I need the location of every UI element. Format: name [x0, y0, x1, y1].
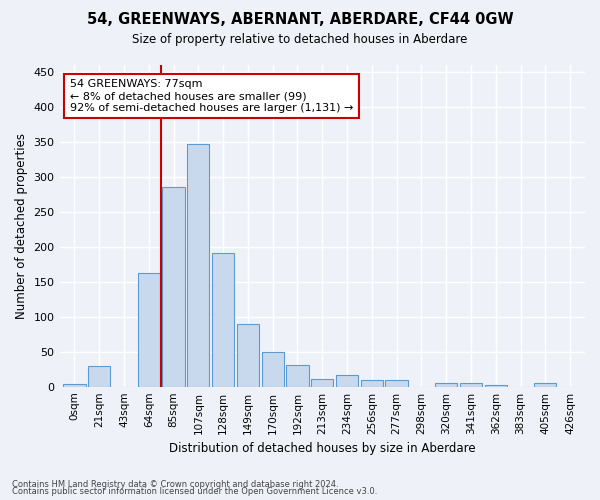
- Text: Size of property relative to detached houses in Aberdare: Size of property relative to detached ho…: [133, 32, 467, 46]
- Bar: [237, 324, 259, 386]
- X-axis label: Distribution of detached houses by size in Aberdare: Distribution of detached houses by size …: [169, 442, 476, 455]
- Text: 54, GREENWAYS, ABERNANT, ABERDARE, CF44 0GW: 54, GREENWAYS, ABERNANT, ABERDARE, CF44 …: [86, 12, 514, 28]
- Bar: [534, 383, 556, 386]
- Bar: [460, 383, 482, 386]
- Bar: [361, 380, 383, 386]
- Y-axis label: Number of detached properties: Number of detached properties: [15, 133, 28, 319]
- Bar: [137, 272, 160, 386]
- Bar: [435, 383, 457, 386]
- Text: Contains public sector information licensed under the Open Government Licence v3: Contains public sector information licen…: [12, 487, 377, 496]
- Bar: [286, 365, 308, 386]
- Bar: [63, 384, 86, 386]
- Bar: [187, 144, 209, 386]
- Bar: [163, 188, 185, 386]
- Text: 54 GREENWAYS: 77sqm
← 8% of detached houses are smaller (99)
92% of semi-detache: 54 GREENWAYS: 77sqm ← 8% of detached hou…: [70, 80, 353, 112]
- Bar: [336, 375, 358, 386]
- Bar: [385, 380, 408, 386]
- Text: Contains HM Land Registry data © Crown copyright and database right 2024.: Contains HM Land Registry data © Crown c…: [12, 480, 338, 489]
- Bar: [212, 253, 234, 386]
- Bar: [311, 379, 334, 386]
- Bar: [262, 352, 284, 386]
- Bar: [88, 366, 110, 386]
